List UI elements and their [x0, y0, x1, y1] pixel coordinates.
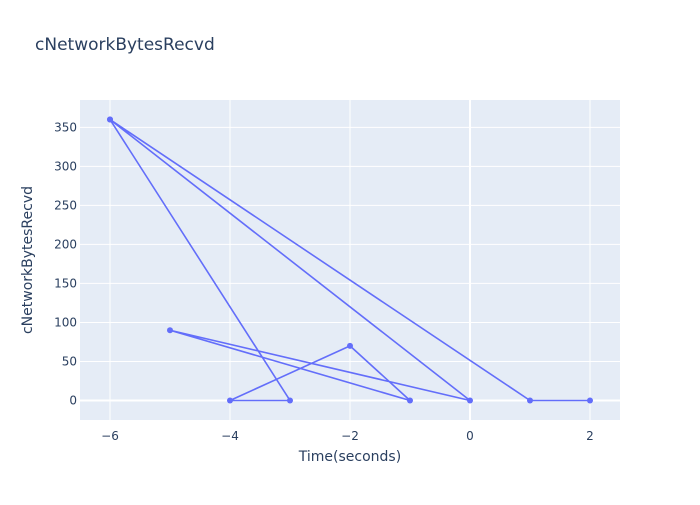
- y-tick-label: 100: [54, 315, 77, 329]
- data-point: [167, 327, 173, 334]
- data-point: [527, 397, 533, 404]
- y-tick-label: 350: [54, 120, 77, 134]
- y-tick-label: 150: [54, 276, 77, 290]
- data-point: [107, 116, 113, 123]
- y-tick-label: 250: [54, 198, 77, 212]
- chart-title: cNetworkBytesRecvd: [35, 35, 215, 55]
- series-line: [109, 118, 590, 402]
- x-tick-label: −2: [341, 429, 359, 443]
- data-point: [227, 397, 233, 404]
- data-point: [287, 397, 293, 404]
- y-tick-label: 50: [62, 354, 77, 368]
- x-tick-label: −6: [101, 429, 119, 443]
- y-tick-label: 300: [54, 159, 77, 173]
- y-axis-label: cNetworkBytesRecvd: [20, 186, 36, 334]
- data-point: [467, 397, 473, 404]
- data-point: [587, 397, 593, 404]
- series-layer: [107, 116, 593, 404]
- tick-labels: −6 −4 −2 0 2 0 50 100 150 200 250 300 350: [54, 120, 594, 443]
- data-point: [347, 342, 353, 349]
- x-tick-label: 0: [466, 429, 474, 443]
- grid-lines: [80, 100, 620, 420]
- y-tick-label: 200: [54, 237, 77, 251]
- y-tick-label: 0: [69, 393, 77, 407]
- x-tick-label: 2: [586, 429, 594, 443]
- data-point: [407, 397, 413, 404]
- x-axis-label: Time(seconds): [298, 449, 401, 465]
- x-tick-label: −4: [221, 429, 239, 443]
